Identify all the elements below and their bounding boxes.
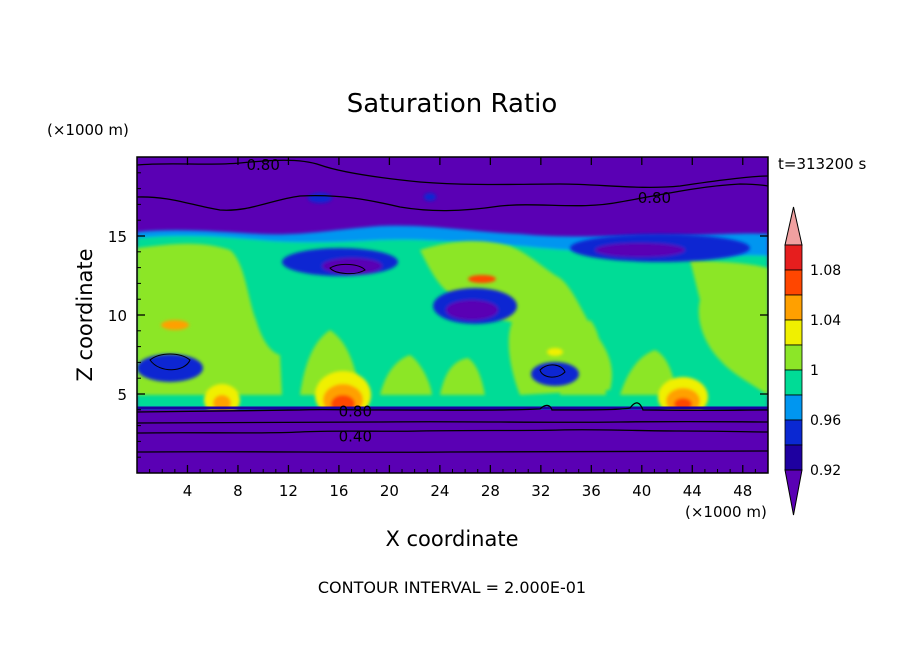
colorbar-label: 1.08 (810, 263, 841, 279)
x-tick-label: 28 (481, 482, 500, 500)
x-tick-label: 40 (632, 482, 651, 500)
x-tick-label: 24 (430, 482, 449, 500)
dry-pocket-2-core (446, 300, 498, 320)
colorbar-extend-bottom (784, 469, 803, 516)
colorbar-segment (784, 319, 803, 346)
colorbar-segment (784, 244, 803, 271)
dry-pocket-1-core (322, 258, 382, 274)
lower-dry-layer (137, 410, 768, 473)
green-towers (300, 320, 676, 395)
contour-0.80-top2 (137, 159, 768, 189)
y-tick-label: 15 (108, 228, 127, 246)
x-tick-label: 20 (380, 482, 399, 500)
dry-pocket-6 (308, 193, 332, 203)
x-axis-label: X coordinate (385, 527, 518, 551)
colorbar-segment (784, 344, 803, 371)
colorbar-segment (784, 294, 803, 321)
core-6 (547, 348, 563, 356)
contour-lower-1 (137, 420, 768, 424)
green-region-right (690, 260, 768, 395)
x-tick-label: 32 (531, 482, 550, 500)
contour-labels: 0.80 0.80 0.80 0.40 (246, 156, 671, 446)
y-tick-label: 5 (117, 386, 127, 404)
plot-area (137, 157, 768, 473)
colorbar-segment (784, 369, 803, 396)
x-tick-label: 36 (582, 482, 601, 500)
x-tick-label: 8 (233, 482, 243, 500)
colorbar-label: 1.04 (810, 313, 841, 329)
colorbar-segment (784, 269, 803, 296)
y-axis: 5 10 15 (108, 172, 768, 458)
contour-label: 0.80 (638, 189, 671, 207)
contour-label: 0.80 (246, 156, 279, 174)
x-tick-label: 44 (683, 482, 702, 500)
y-axis-unit: (×1000 m) (47, 121, 129, 139)
x-tick-label: 48 (733, 482, 752, 500)
contour-cells (149, 263, 566, 378)
time-label: t=313200 s (778, 155, 866, 173)
contour-label: 0.80 (339, 402, 372, 420)
colorbar-extend-top (784, 206, 803, 246)
colorbar-label: 0.92 (810, 463, 841, 479)
core-4 (161, 320, 189, 330)
colorbar-segment (784, 419, 803, 446)
x-axis: 4 8 12 16 20 24 28 32 36 40 44 48 (149, 157, 756, 500)
dry-pocket-3-core (595, 243, 685, 257)
green-region-mid (420, 241, 612, 395)
x-tick-label: 12 (279, 482, 298, 500)
colorbar-segment (784, 394, 803, 421)
y-axis-label: Z coordinate (73, 248, 97, 381)
colorbar-label: 1 (810, 363, 819, 379)
contour-interval-label: CONTOUR INTERVAL = 2.000E-01 (318, 578, 586, 597)
chart-title: Saturation Ratio (347, 89, 558, 119)
contour-0.80-base (137, 402, 768, 413)
y-tick-label: 10 (108, 307, 127, 325)
core-5 (468, 275, 496, 283)
dry-pocket-5 (137, 354, 203, 382)
contour-lower-2 (137, 450, 768, 453)
contour-0.80-top (137, 183, 768, 212)
x-axis-unit: (×1000 m) (685, 503, 767, 521)
contour-0.40 (137, 429, 768, 434)
x-tick-label: 16 (329, 482, 348, 500)
dry-pocket-7 (424, 193, 436, 201)
colorbar: 0.92 0.96 1 1.04 1.08 (784, 206, 841, 516)
colorbar-segment (784, 444, 803, 471)
x-tick-label: 4 (183, 482, 193, 500)
dry-pocket-4 (531, 362, 579, 386)
contour-label: 0.40 (339, 428, 372, 446)
colorbar-label: 0.96 (810, 413, 841, 429)
